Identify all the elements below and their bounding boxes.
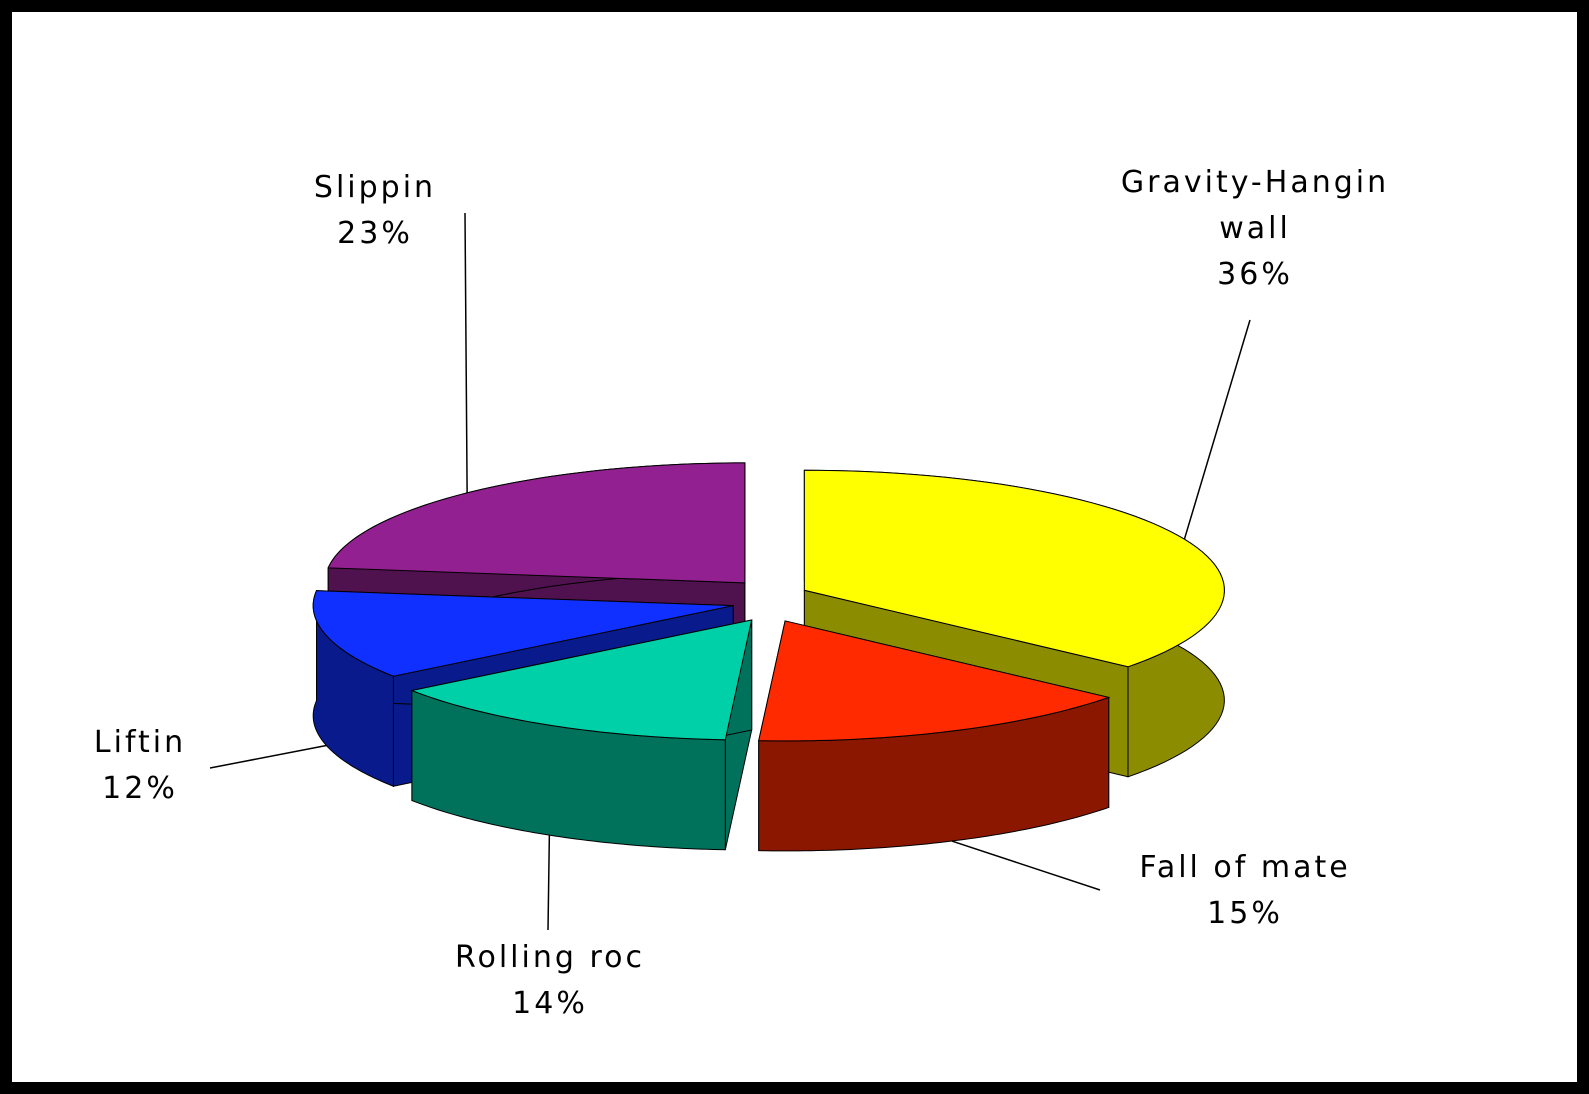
slice-label: Slippin 23%	[225, 165, 525, 257]
leader-line	[547, 835, 551, 931]
value-label: 12%	[102, 771, 178, 806]
slice-top	[312, 590, 734, 677]
slice-top	[327, 462, 746, 584]
slice-top	[410, 619, 753, 741]
slice-label: Fall of mate 15%	[1095, 845, 1395, 937]
value-label: 36%	[1217, 257, 1293, 292]
category-name: Fall of mate	[1139, 850, 1351, 885]
category-name: Slippin	[313, 170, 437, 205]
value-label: 14%	[512, 986, 588, 1021]
category-name: Gravity-Hangin wall	[1120, 165, 1390, 246]
slice-label: Liftin 12%	[0, 720, 290, 812]
leader-line	[464, 212, 468, 493]
category-name: Rolling roc	[455, 940, 645, 975]
slice-label: Gravity-Hangin wall 36%	[1105, 160, 1405, 298]
leader-line	[1183, 319, 1251, 540]
slice-top	[758, 620, 1111, 742]
pie-slice	[758, 620, 1111, 852]
slice-label: Rolling roc 14%	[400, 935, 700, 1027]
category-name: Liftin	[93, 725, 187, 760]
value-label: 23%	[337, 216, 413, 251]
pie-slice	[410, 619, 753, 851]
leader-line	[951, 840, 1101, 891]
leader-line	[209, 744, 327, 769]
value-label: 15%	[1207, 896, 1283, 931]
